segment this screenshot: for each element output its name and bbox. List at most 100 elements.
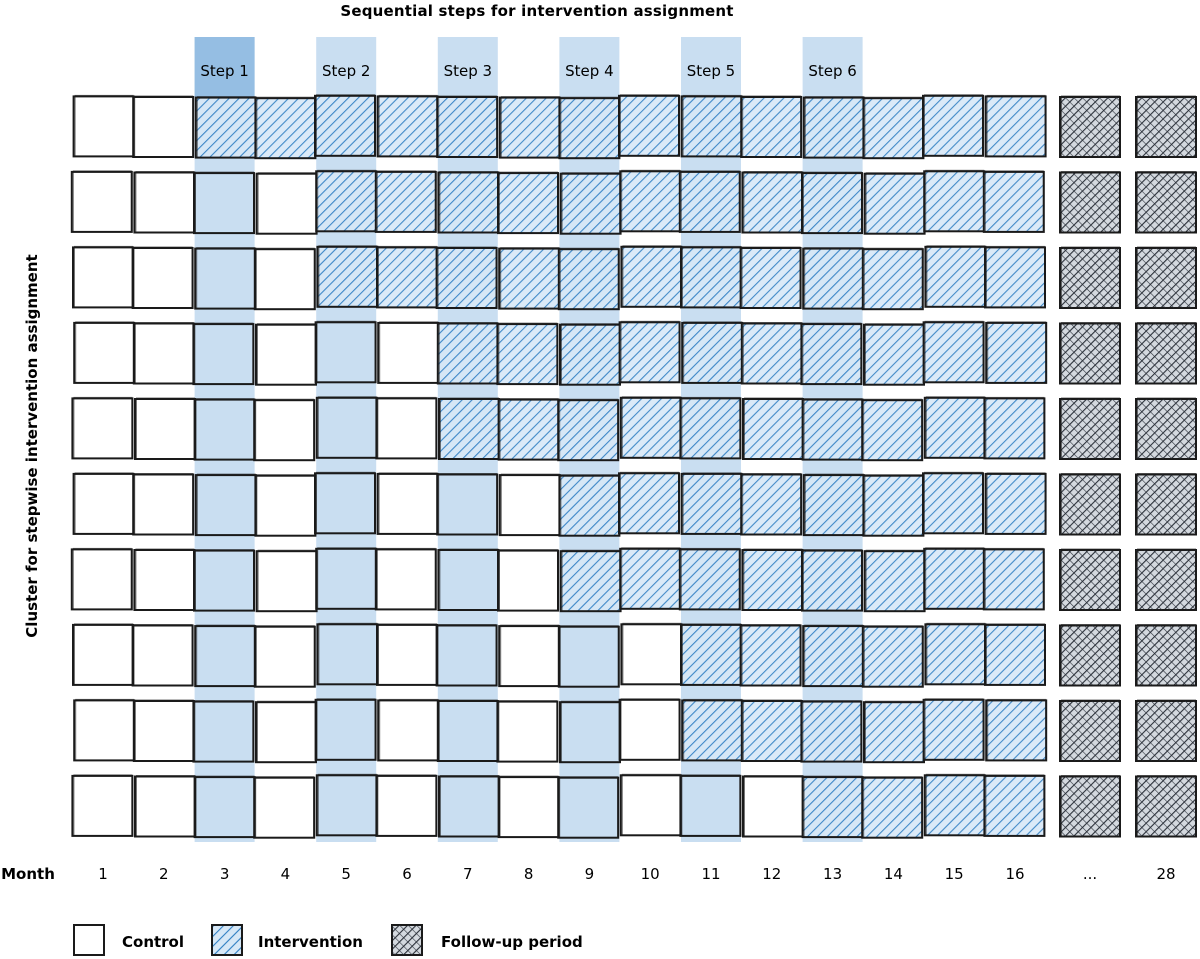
followup-cell-crosshatch <box>1060 323 1120 384</box>
cell-sketch-outline <box>986 623 1045 686</box>
month-label-2: 2 <box>159 865 169 883</box>
cell-sketch-outline <box>741 624 801 686</box>
intervention-cell <box>194 96 257 159</box>
intervention-cell <box>559 323 621 386</box>
intervention-cell <box>923 774 986 837</box>
cell-sketch-outline <box>924 698 984 761</box>
control-cell <box>376 623 438 686</box>
control-cell <box>557 776 620 839</box>
followup-cell-crosshatch <box>1060 248 1120 308</box>
cell-sketch-outline <box>741 246 801 309</box>
intervention-cell <box>620 245 683 308</box>
cell-sketch-outline <box>1061 775 1120 837</box>
cell-sketch-outline <box>986 472 1046 535</box>
intervention-cell <box>740 700 803 762</box>
cell-sketch-outline <box>1061 624 1120 686</box>
control-cell <box>192 700 255 763</box>
followup-cell-crosshatch <box>1136 701 1196 761</box>
cell-sketch-outline <box>987 321 1047 384</box>
intervention-cell <box>863 323 925 386</box>
control-cell <box>255 172 318 235</box>
intervention-cell <box>924 245 987 308</box>
cell-sketch-outline <box>1137 246 1196 309</box>
intervention-cell <box>618 321 681 384</box>
month-tick-labels: 1 2 3 4 5 6 7 8 9 10 11 12 13 14 15 16 <box>98 865 1024 883</box>
control-cell <box>376 472 439 535</box>
cell-sketch-outline <box>620 320 680 383</box>
intervention-cell <box>680 246 742 309</box>
cluster-row-2 <box>70 169 1197 235</box>
cell-sketch-outline <box>924 320 984 383</box>
cell-sketch-outline <box>559 247 619 310</box>
legend-item-followup: Follow-up period <box>391 924 583 956</box>
cell-sketch-outline <box>559 625 619 688</box>
followup-cell-crosshatch <box>1136 248 1196 308</box>
intervention-cell <box>985 699 1048 762</box>
intervention-cell <box>739 247 802 309</box>
control-cell <box>71 774 134 837</box>
cell-sketch-outline <box>1137 548 1196 611</box>
intervention-cell <box>680 472 743 535</box>
intervention-cell <box>982 548 1045 611</box>
cell-sketch-outline <box>1137 624 1196 686</box>
control-cell <box>377 699 440 762</box>
control-cell <box>193 398 256 461</box>
cell-sketch-outline <box>73 774 133 837</box>
cell-sketch-outline <box>863 398 923 461</box>
intervention-cell <box>559 550 622 613</box>
control-cell <box>437 549 500 611</box>
followup-cell-crosshatch <box>1136 776 1196 837</box>
cell-sketch-outline <box>1061 473 1120 535</box>
control-cell <box>618 698 681 761</box>
cell-sketch-outline <box>1137 95 1196 158</box>
intervention-cell <box>923 170 986 233</box>
legend-label-control: Control <box>122 933 184 951</box>
intervention-cell <box>557 248 620 311</box>
legend-label-intervention: Intervention <box>258 933 363 951</box>
cell-sketch-outline <box>924 94 983 157</box>
intervention-cell <box>496 323 559 386</box>
followup-cell-crosshatch <box>1136 474 1196 535</box>
control-cell <box>132 700 195 762</box>
cell-sketch-outline <box>620 471 679 534</box>
cell-sketch-outline <box>620 698 680 761</box>
control-cell <box>436 700 499 762</box>
cluster-row-6 <box>72 471 1197 537</box>
intervention-cell <box>680 623 742 686</box>
control-cell <box>193 172 255 235</box>
control-cell <box>435 624 498 687</box>
intervention-cell <box>559 172 622 235</box>
control-cell <box>314 472 376 535</box>
step-label-6: Step 6 <box>808 62 856 80</box>
intervention-cell <box>984 246 1046 309</box>
intervention-cell <box>315 170 378 233</box>
month-label-final: 28 <box>1156 865 1175 883</box>
cell-sketch-outline <box>1061 246 1120 309</box>
cell-sketch-outline <box>802 700 862 763</box>
cell-sketch-outline <box>133 624 193 686</box>
cell-sketch-outline <box>316 698 376 761</box>
cell-sketch-outline <box>195 549 254 612</box>
control-cell <box>131 624 194 687</box>
month-label-12: 12 <box>762 865 781 883</box>
y-axis-label: Cluster for stepwise intervention assign… <box>23 254 41 637</box>
intervention-cell <box>438 398 500 460</box>
control-cell <box>253 625 316 688</box>
control-cell <box>255 323 317 386</box>
intervention-cell <box>681 699 744 762</box>
cell-sketch-outline <box>438 95 498 158</box>
control-cell <box>438 775 500 838</box>
control-cell <box>70 170 133 233</box>
control-cell <box>375 774 438 837</box>
intervention-cell <box>861 776 924 839</box>
cell-sketch-outline <box>255 398 315 461</box>
diagram-title: Sequential steps for intervention assign… <box>340 2 733 20</box>
intervention-cell <box>618 94 680 157</box>
control-cell <box>253 399 316 462</box>
intervention-cell <box>678 170 741 233</box>
intervention-cell <box>982 170 1045 233</box>
cell-sketch-outline <box>986 245 1045 308</box>
followup-swatch-crosshatch <box>392 925 422 955</box>
control-cell <box>496 700 559 763</box>
